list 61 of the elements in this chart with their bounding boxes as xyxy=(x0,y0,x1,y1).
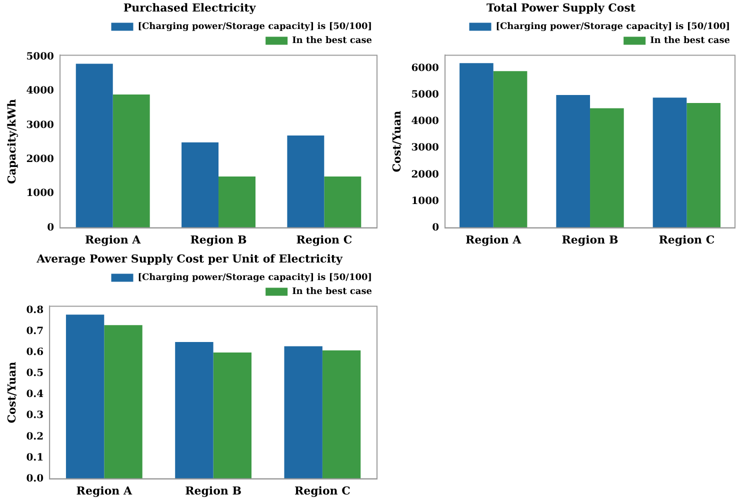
bar xyxy=(287,136,324,228)
x-tick-label: Region B xyxy=(562,233,618,246)
y-tick-label: 0.4 xyxy=(26,389,44,400)
legend-label: In the best case xyxy=(292,36,372,46)
bar xyxy=(460,63,494,228)
bar xyxy=(76,64,113,228)
bar xyxy=(175,342,214,479)
chart-title: Average Power Supply Cost per Unit of Electricity xyxy=(36,252,344,266)
bar xyxy=(182,142,219,228)
chart-title: Purchased Electricity xyxy=(123,1,256,14)
y-tick-label: 0.3 xyxy=(26,410,44,422)
legend-label: [Charging power/Storage capacity] is [50/100] xyxy=(496,22,730,32)
y-tick-label: 5000 xyxy=(26,52,54,63)
y-tick-label: 0.5 xyxy=(26,368,44,380)
x-tick-label: Region C xyxy=(294,484,351,498)
y-axis-title: Cost/Yuan xyxy=(5,362,18,424)
y-tick-label: 5000 xyxy=(411,90,440,101)
y-tick-label: 3000 xyxy=(26,120,54,131)
y-tick-label: 0.1 xyxy=(26,452,44,464)
y-tick-label: 1000 xyxy=(26,188,54,200)
bar xyxy=(324,176,362,228)
legend-label: [Charging power/Storage capacity] is [50/100] xyxy=(138,273,372,284)
bar xyxy=(218,176,256,228)
legend-label: [Charging power/Storage capacity] is [50/100] xyxy=(138,22,372,32)
y-tick-label: 6000 xyxy=(411,63,440,74)
bar xyxy=(66,314,104,479)
legend-label: In the best case xyxy=(650,36,730,46)
y-tick-label: 0 xyxy=(432,222,440,234)
y-tick-label: 2000 xyxy=(411,169,440,180)
y-tick-label: 2000 xyxy=(26,154,54,166)
x-tick-label: Region C xyxy=(296,233,352,246)
x-tick-label: Region B xyxy=(185,484,242,498)
bar xyxy=(284,346,322,479)
bar xyxy=(652,98,687,228)
y-tick-label: 0.6 xyxy=(26,347,44,358)
y-tick-label: 4000 xyxy=(26,86,54,97)
chart-title: Total Power Supply Cost xyxy=(486,1,636,14)
y-axis-title: Cost/Yuan xyxy=(390,110,404,172)
x-tick-label: Region B xyxy=(190,233,247,246)
bar xyxy=(590,108,624,228)
x-tick-label: Region C xyxy=(658,233,715,246)
y-tick-label: 4000 xyxy=(411,116,440,128)
bar xyxy=(112,94,150,228)
x-tick-label: Region A xyxy=(76,484,132,498)
bar xyxy=(493,71,528,228)
bar xyxy=(556,95,590,228)
bar xyxy=(104,325,142,479)
y-tick-label: 1000 xyxy=(411,196,440,207)
y-tick-label: 0.2 xyxy=(26,431,44,442)
y-tick-label: 0 xyxy=(47,222,54,234)
y-tick-label: 0.7 xyxy=(26,326,44,338)
bar xyxy=(686,102,720,228)
y-axis-title: Capacity/kWh xyxy=(5,98,18,184)
y-tick-label: 3000 xyxy=(411,142,440,154)
x-tick-label: Region A xyxy=(85,233,142,246)
y-tick-label: 0.0 xyxy=(26,473,44,484)
x-tick-label: Region A xyxy=(466,233,522,246)
y-tick-label: 0.8 xyxy=(26,305,44,316)
bar xyxy=(322,350,361,479)
bar xyxy=(213,352,252,479)
legend-label: In the best case xyxy=(292,287,372,298)
